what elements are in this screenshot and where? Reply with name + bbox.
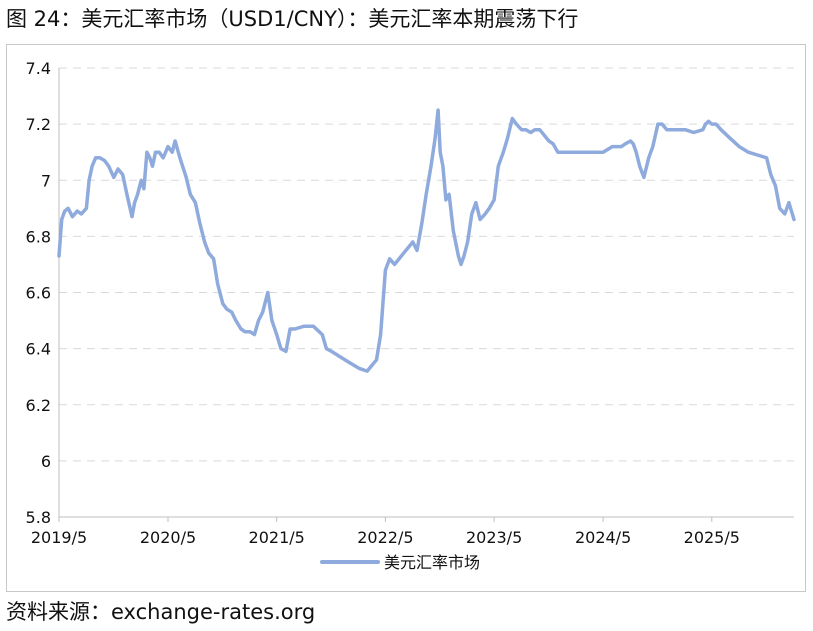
x-tick-label: 2022/5 <box>357 528 413 547</box>
legend: 美元汇率市场 <box>320 553 480 572</box>
x-tick-label: 2021/5 <box>249 528 305 547</box>
y-tick-label: 6.8 <box>26 227 51 246</box>
y-tick-label: 7.2 <box>26 115 51 134</box>
y-tick-label: 7 <box>41 171 51 190</box>
x-tick-label: 2025/5 <box>684 528 740 547</box>
y-tick-label: 6 <box>41 452 51 471</box>
series-line <box>57 108 796 373</box>
y-axis-ticks: 7.4 7.2 7 6.8 6.6 6.4 6.2 6 5.8 <box>26 59 51 527</box>
legend-label: 美元汇率市场 <box>384 553 480 572</box>
source-note: 资料来源：exchange-rates.org <box>6 600 316 624</box>
chart-frame <box>6 44 806 592</box>
x-tick-label: 2023/5 <box>466 528 522 547</box>
figure-title: 图 24：美元汇率市场（USD1/CNY）：美元汇率本期震荡下行 <box>6 7 579 31</box>
x-axis-ticks: 2019/5 2020/5 2021/5 2022/5 2023/5 2024/5 2025… <box>31 517 740 547</box>
series-layer <box>57 108 796 373</box>
y-tick-label: 6.6 <box>26 284 51 303</box>
x-tick-label: 2020/5 <box>140 528 196 547</box>
x-tick-label: 2019/5 <box>31 528 87 547</box>
y-tick-label: 6.2 <box>26 396 51 415</box>
y-tick-label: 6.4 <box>26 340 51 359</box>
y-tick-label: 7.4 <box>26 59 51 78</box>
y-tick-label: 5.8 <box>26 508 51 527</box>
gridlines <box>59 67 794 462</box>
x-tick-label: 2024/5 <box>575 528 631 547</box>
